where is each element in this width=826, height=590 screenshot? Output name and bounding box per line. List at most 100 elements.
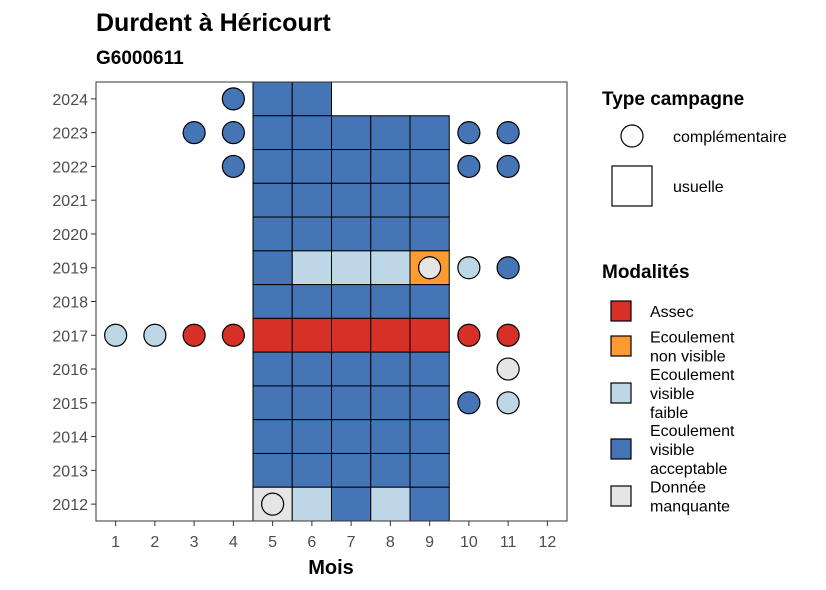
x-tick-label-4: 4 <box>229 534 238 551</box>
x-tick-label-5: 5 <box>268 534 277 551</box>
point-2023-10 <box>457 121 481 145</box>
tile-2014-5 <box>252 419 293 454</box>
complementaire-points <box>104 87 520 516</box>
tile-2016-8 <box>370 351 411 387</box>
tile-2017-6 <box>291 317 332 353</box>
y-tick-label-2014: 2014 <box>52 430 88 447</box>
y-tick-label-2022: 2022 <box>52 159 88 176</box>
tile-2013-9 <box>409 452 450 488</box>
point-2022-11 <box>496 154 520 179</box>
tile-2020-5 <box>252 216 293 252</box>
tile-2014-6 <box>291 419 332 454</box>
point-2023-3 <box>182 121 206 145</box>
point-2012-5 <box>261 492 285 516</box>
point-2015-10 <box>457 391 481 415</box>
x-tick-label-6: 6 <box>307 534 316 551</box>
tile-2022-5 <box>252 149 293 184</box>
legend-key-manquante <box>610 485 632 507</box>
legend-shape-title: Type campagne <box>602 89 744 110</box>
legend-label-faible: Ecoulement visible faible <box>650 367 735 422</box>
point-2017-1 <box>104 323 128 347</box>
tile-2021-6 <box>291 182 332 218</box>
tile-2016-6 <box>291 351 332 387</box>
tile-2017-9 <box>409 317 450 353</box>
x-tick-label-8: 8 <box>386 534 395 551</box>
point-2019-9 <box>418 256 442 280</box>
tile-2022-9 <box>409 149 450 184</box>
tile-2021-5 <box>252 182 293 218</box>
x-tick-label-9: 9 <box>425 534 434 551</box>
point-2017-4 <box>221 323 245 347</box>
tile-2020-9 <box>409 216 450 252</box>
tile-2018-9 <box>409 284 450 319</box>
tile-2023-7 <box>331 115 372 151</box>
y-tick-label-2020: 2020 <box>52 227 88 244</box>
tile-2015-7 <box>331 385 372 421</box>
legend-key-non_visible <box>610 335 632 357</box>
tile-2012-8 <box>370 486 411 522</box>
tile-2013-7 <box>331 452 372 488</box>
legend-color-title: Modalités <box>602 262 690 283</box>
tile-2016-9 <box>409 351 450 387</box>
tile-2015-9 <box>409 385 450 421</box>
tile-2021-7 <box>331 182 372 218</box>
legend-label-usuelle: usuelle <box>673 179 724 196</box>
tile-2014-8 <box>370 419 411 454</box>
tile-2015-5 <box>252 385 293 421</box>
legend-label-assec: Assec <box>650 304 694 321</box>
tile-2022-8 <box>370 149 411 184</box>
legend-label-manquante: Donnée manquante <box>650 480 730 516</box>
tile-2020-7 <box>331 216 372 252</box>
tile-2014-7 <box>331 419 372 454</box>
tile-2018-6 <box>291 284 332 319</box>
tile-2012-7 <box>331 486 372 522</box>
y-tick-label-2013: 2013 <box>52 463 88 480</box>
x-tick-label-7: 7 <box>347 534 356 551</box>
tile-2017-5 <box>252 317 293 353</box>
tile-2019-6 <box>291 250 332 286</box>
x-tick-label-10: 10 <box>460 534 478 551</box>
point-2019-11 <box>496 256 520 280</box>
y-tick-label-2016: 2016 <box>52 362 88 379</box>
legend-type-campagne: Type campagne complémentaire usuelle <box>602 89 787 207</box>
y-tick-label-2023: 2023 <box>52 126 88 143</box>
legend-label-complémentaire: complémentaire <box>673 129 787 146</box>
axes: 1 2 3 4 5 6 7 8 9 10 11 122012201320142015201620172… <box>52 81 568 551</box>
point-2017-10 <box>457 323 481 347</box>
x-tick-label-2: 2 <box>150 534 159 551</box>
point-2022-4 <box>221 154 245 179</box>
tile-2024-5 <box>252 81 293 117</box>
y-tick-label-2015: 2015 <box>52 396 88 413</box>
tile-2021-8 <box>370 182 411 218</box>
tile-2018-7 <box>331 284 372 319</box>
tile-2020-8 <box>370 216 411 252</box>
chart-subtitle: G6000611 <box>96 48 184 69</box>
point-2022-10 <box>457 154 481 179</box>
x-tick-label-3: 3 <box>190 534 199 551</box>
x-axis-title: Mois <box>308 557 354 579</box>
tile-2013-6 <box>291 452 332 488</box>
tile-2023-6 <box>291 115 332 151</box>
y-tick-label-2019: 2019 <box>52 261 88 278</box>
point-2019-10 <box>457 256 481 280</box>
y-tick-label-2012: 2012 <box>52 497 88 514</box>
tile-2016-5 <box>252 351 293 387</box>
tile-2018-8 <box>370 284 411 319</box>
legend-key-acceptable <box>610 438 632 460</box>
usuelle-tiles <box>252 81 450 522</box>
point-2015-11 <box>496 391 520 415</box>
tile-2012-9 <box>409 486 450 522</box>
tile-2018-5 <box>252 284 293 319</box>
tile-2023-8 <box>370 115 411 151</box>
legend-key-assec <box>610 300 632 322</box>
point-2017-3 <box>182 323 206 347</box>
tile-2023-5 <box>252 115 293 151</box>
tile-2019-7 <box>331 250 372 286</box>
tile-2023-9 <box>409 115 450 151</box>
tile-2021-9 <box>409 182 450 218</box>
point-2023-11 <box>496 121 520 145</box>
legend-key-usuelle <box>611 165 653 207</box>
legend-label-acceptable: Ecoulement visible acceptable <box>650 423 735 478</box>
